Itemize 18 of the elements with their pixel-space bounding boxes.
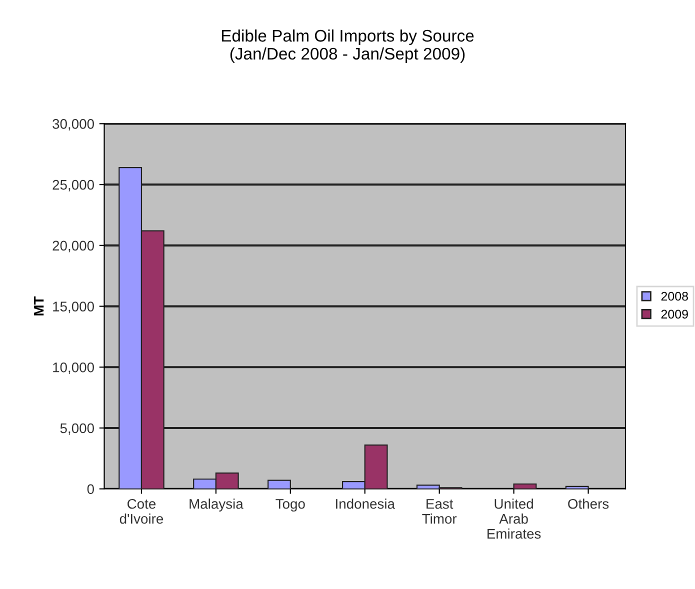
y-axis-title: MT — [34, 296, 44, 316]
x-tick-label: Cote d'Ivoire — [120, 498, 164, 524]
y-tick-label: 25,000 — [52, 180, 94, 192]
y-tick-label: 0 — [87, 484, 94, 494]
x-tick-label: Others — [568, 498, 609, 509]
y-tick-label: 10,000 — [53, 362, 94, 374]
y-tick-label: 15,000 — [53, 302, 94, 314]
chart-title: Edible Palm Oil Imports by Source (Jan/Dec 2008 - Jan/Sept 2009) — [222, 29, 474, 63]
y-tick-label: 20,000 — [52, 240, 94, 252]
x-tick-label: East Timor — [422, 499, 457, 524]
legend-label: 2009 — [661, 310, 688, 319]
y-tick-label: 5,000 — [60, 423, 94, 435]
x-tick-label: United Arab Emirates — [488, 498, 541, 539]
x-tick-label: Malaysia — [190, 498, 244, 512]
y-tick-label: 30,000 — [52, 119, 94, 130]
x-tick-label: Indonesia — [336, 498, 395, 509]
legend-label: 2008 — [661, 292, 688, 301]
x-tick-label: Togo — [276, 499, 305, 512]
